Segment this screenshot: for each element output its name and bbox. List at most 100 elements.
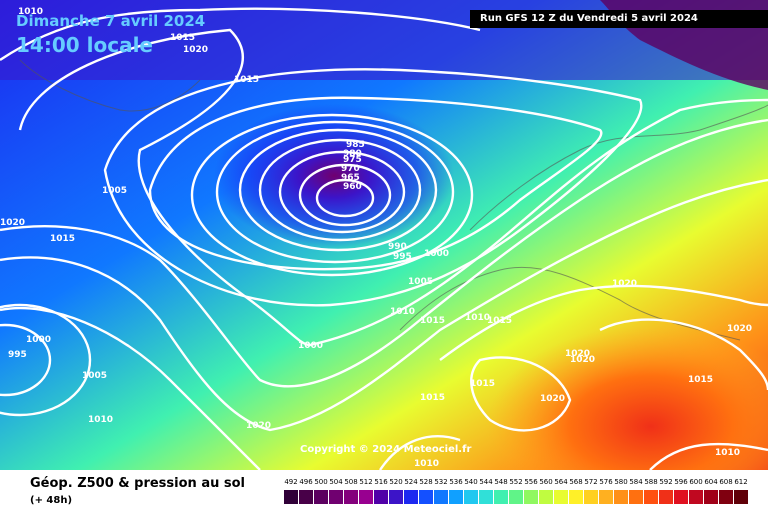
isobar-995-west <box>0 323 52 397</box>
isobar-label: 965 <box>341 173 360 183</box>
forecast-local-time: 14:00 locale <box>16 33 153 57</box>
scale-value-label: 528 <box>419 478 433 486</box>
scale-swatch <box>314 490 328 504</box>
isobar-990 <box>190 113 474 277</box>
scale-value-label: 576 <box>599 478 613 486</box>
scale-value-label: 580 <box>614 478 628 486</box>
scale-swatch <box>524 490 538 504</box>
scale-value-label: 564 <box>554 478 568 486</box>
isobar-label: 1000 <box>26 335 51 345</box>
isobar-label: 1000 <box>424 249 449 259</box>
scale-value-label: 492 <box>284 478 298 486</box>
isobar-label: 995 <box>393 252 412 262</box>
scale-swatch <box>719 490 733 504</box>
scale-swatch <box>644 490 658 504</box>
isobar-label: 1015 <box>234 75 259 85</box>
forecast-date: Dimanche 7 avril 2024 <box>16 12 206 30</box>
isobar-labels: 1010 1015 1020 1015 1005 1020 1015 985 9… <box>0 7 752 469</box>
isobar-label: 1000 <box>298 341 323 351</box>
isobar-label: 985 <box>346 140 365 150</box>
forecast-lead-time: (+ 48h) <box>30 495 73 506</box>
scale-value-label: 500 <box>314 478 328 486</box>
isobar-1010 <box>0 7 768 388</box>
scale-swatch <box>599 490 613 504</box>
scale-value-label: 536 <box>449 478 463 486</box>
isobar-980 <box>238 128 438 252</box>
isobar-label: 970 <box>341 164 360 174</box>
scale-value-label: 540 <box>464 478 478 486</box>
scale-value-label: 560 <box>539 478 553 486</box>
isobar-995 <box>148 96 603 271</box>
scale-value-label: 596 <box>674 478 688 486</box>
scale-value-label: 552 <box>509 478 523 486</box>
scale-value-label: 584 <box>629 478 643 486</box>
scale-swatch <box>299 490 313 504</box>
map-title: Géop. Z500 & pression au sol <box>30 476 245 491</box>
isobar-985 <box>215 120 455 264</box>
scale-swatch <box>449 490 463 504</box>
scale-swatch <box>614 490 628 504</box>
scale-value-label: 512 <box>359 478 373 486</box>
isobar-label: 1010 <box>88 415 113 425</box>
scale-value-label: 612 <box>734 478 748 486</box>
isobars <box>0 7 768 470</box>
scale-swatch <box>329 490 343 504</box>
isobar-1020-south <box>470 356 572 432</box>
scale-swatch <box>404 490 418 504</box>
scale-value-label: 532 <box>434 478 448 486</box>
isobar-1015-east <box>599 318 768 391</box>
scale-value-label: 556 <box>524 478 538 486</box>
isobar-960 <box>315 178 375 218</box>
isobar-label: 1020 <box>570 355 595 365</box>
isobar-970 <box>278 150 406 234</box>
isobar-label: 1020 <box>612 279 637 289</box>
isobar-label: 1005 <box>102 186 127 196</box>
isobar-label: 1015 <box>420 393 445 403</box>
scale-swatch <box>494 490 508 504</box>
scale-value-label: 604 <box>704 478 718 486</box>
scale-swatch <box>284 490 298 504</box>
isobar-1010-south <box>379 435 768 470</box>
isobar-label: 1020 <box>0 218 25 228</box>
isobar-1005 <box>18 28 768 347</box>
copyright-text: Copyright © 2024 Meteociel.fr <box>300 444 472 455</box>
isobar-label: 1005 <box>82 371 107 381</box>
scale-swatch <box>539 490 553 504</box>
scale-value-label: 524 <box>404 478 418 486</box>
scale-value-label: 508 <box>344 478 358 486</box>
scale-swatch <box>629 490 643 504</box>
isobar-1020 <box>0 284 768 470</box>
isobar-label: 980 <box>343 149 362 159</box>
isobar-label: 960 <box>343 182 362 192</box>
isobar-label: 975 <box>343 155 362 165</box>
scale-swatch <box>674 490 688 504</box>
isobar-label: 1015 <box>470 379 495 389</box>
isobar-label: 1010 <box>390 307 415 317</box>
isobar-label: 1010 <box>18 7 43 17</box>
scale-value-label: 600 <box>689 478 703 486</box>
scale-value-label: 504 <box>329 478 343 486</box>
isobar-label: 1010 <box>414 459 439 469</box>
isobar-label: 1015 <box>420 316 445 326</box>
isobar-1000-west <box>0 303 92 417</box>
scale-swatch <box>569 490 583 504</box>
scale-swatch <box>584 490 598 504</box>
isobar-label: 1020 <box>727 324 752 334</box>
scale-swatch <box>734 490 748 504</box>
isobar-label: 1015 <box>688 375 713 385</box>
isobar-label: 995 <box>8 350 27 360</box>
scale-swatch <box>374 490 388 504</box>
scale-swatch <box>359 490 373 504</box>
scale-value-label: 548 <box>494 478 508 486</box>
isobar-label: 1020 <box>540 394 565 404</box>
isobar-label: 1005 <box>408 277 433 287</box>
isobar-label: 1010 <box>465 313 490 323</box>
scale-swatch <box>344 490 358 504</box>
scale-value-label: 568 <box>569 478 583 486</box>
isobar-label: 990 <box>388 242 407 252</box>
scale-value-label: 572 <box>584 478 598 486</box>
isobar-label: 1020 <box>565 349 590 359</box>
pressure-map: 1010 1015 1020 1015 1005 1020 1015 985 9… <box>0 0 768 470</box>
scale-swatch <box>689 490 703 504</box>
